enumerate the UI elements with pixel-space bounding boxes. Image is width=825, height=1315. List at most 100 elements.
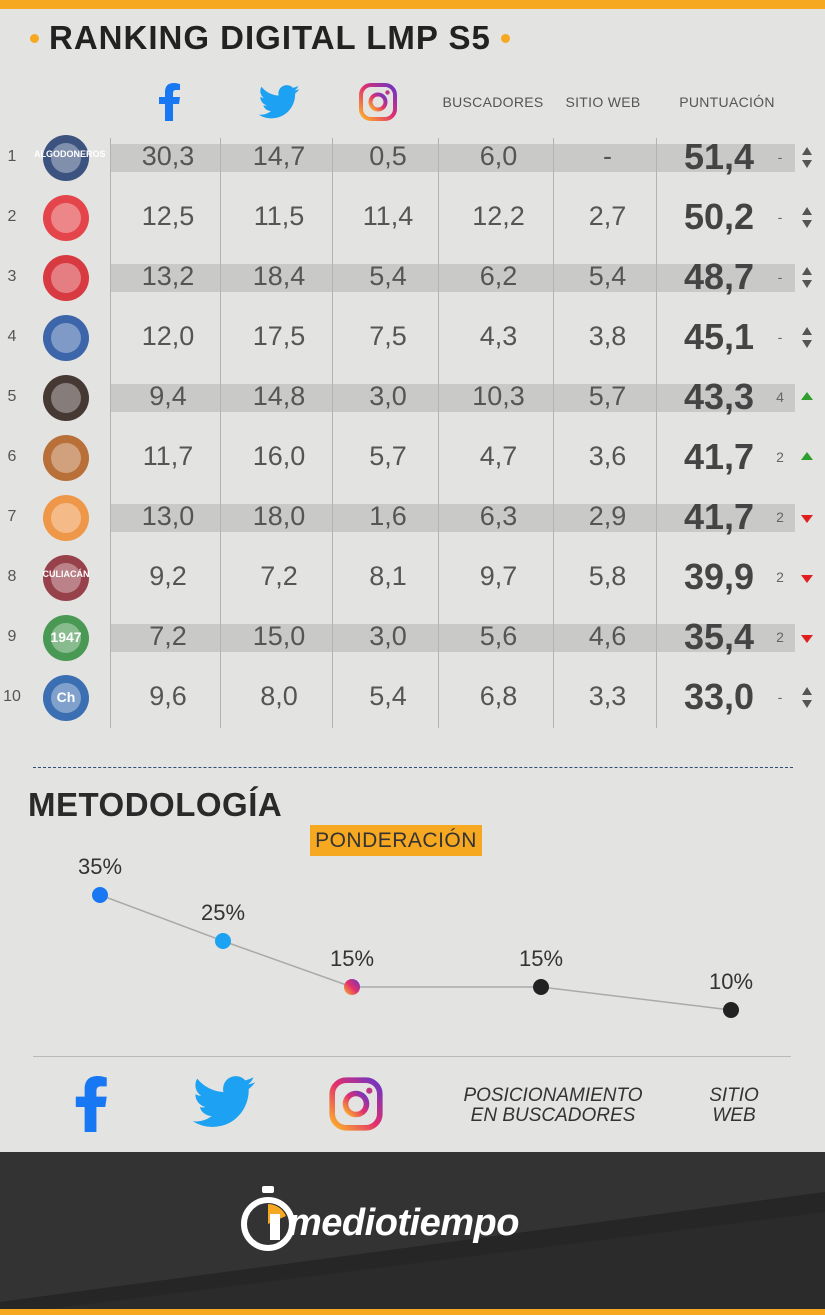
cell-twitter: 17,5 (252, 321, 306, 351)
cell-facebook: 11,7 (142, 441, 194, 471)
header-puntuacion: PUNTUACIÓN (679, 94, 775, 110)
trend-down-icon (798, 623, 816, 653)
cell-instagram: 3,0 (369, 381, 407, 411)
team-logo-icon (43, 435, 89, 481)
page-title: RANKING DIGITAL LMP S5 (30, 18, 510, 58)
cell-facebook: 9,2 (149, 561, 187, 591)
trend-same-icon (798, 683, 816, 713)
twitter-icon (192, 1076, 256, 1127)
team-logo (38, 493, 94, 543)
team-logo (38, 433, 94, 483)
weighting-point (344, 979, 360, 995)
column-divider (553, 138, 554, 728)
team-logo (38, 193, 94, 243)
cell-twitter: 15,0 (252, 621, 306, 651)
trend-up-icon (798, 383, 816, 413)
score-value: 45,1 (683, 316, 755, 357)
team-logo: Ch (38, 673, 94, 723)
header-sitio-web: SITIO WEB (565, 94, 641, 110)
column-divider (110, 138, 111, 728)
weighting-point (92, 887, 108, 903)
row-rank: 8 (7, 568, 17, 585)
position-change: - (777, 209, 783, 225)
row-rank: 1 (7, 148, 17, 165)
cell-instagram: 11,4 (362, 201, 414, 231)
score-value: 48,7 (683, 256, 755, 297)
cell-buscadores: 10,3 (472, 381, 525, 411)
team-logo: ALGODONEROS (34, 133, 106, 183)
cell-instagram: 7,5 (369, 321, 407, 351)
legend-buscadores-line1: POSICIONAMIENTO (463, 1085, 643, 1106)
trend-down-icon (798, 503, 816, 533)
page-title-text: RANKING DIGITAL LMP S5 (49, 19, 491, 56)
cell-twitter: 18,0 (252, 501, 306, 531)
cell-instagram: 1,6 (369, 501, 407, 531)
score-value: 35,4 (683, 616, 755, 657)
column-divider (438, 138, 439, 728)
header-facebook (145, 80, 195, 124)
cell-facebook: 30,3 (141, 141, 195, 171)
cell-sitio-web: 5,4 (588, 261, 627, 291)
team-logo-text: ALGODONEROS (34, 149, 106, 159)
cell-sitio-web: 5,7 (588, 381, 627, 411)
trend-same-icon (798, 263, 816, 293)
trend-same-icon (798, 323, 816, 353)
row-stripe (110, 384, 795, 412)
team-logo-icon (43, 315, 89, 361)
score-value: 41,7 (683, 496, 755, 537)
team-logo: 1947 (38, 613, 94, 663)
position-change: 2 (776, 569, 784, 585)
trend-down-icon (798, 563, 816, 593)
row-rank: 5 (7, 388, 17, 405)
cell-instagram: 8,1 (369, 561, 407, 591)
team-logo (38, 253, 94, 303)
column-divider (656, 138, 657, 728)
score-value: 43,3 (683, 376, 755, 417)
team-logo-icon (43, 255, 89, 301)
ponderacion-badge: PONDERACIÓN (310, 825, 482, 856)
footer-accent-bar (0, 1309, 825, 1315)
cell-buscadores: 6,2 (479, 261, 518, 291)
cell-twitter: 8,0 (260, 681, 298, 711)
team-logo-icon (43, 135, 89, 181)
team-logo (38, 313, 94, 363)
team-logo (38, 373, 94, 423)
row-stripe (110, 624, 795, 652)
cell-facebook: 9,4 (149, 381, 187, 411)
position-change: - (777, 329, 783, 345)
facebook-icon (75, 1076, 107, 1132)
cell-instagram: 5,4 (369, 261, 407, 291)
row-rank: 4 (7, 328, 17, 345)
cell-instagram: 5,7 (369, 441, 407, 471)
cell-twitter: 14,8 (252, 381, 306, 411)
legend-sitio-web-line1: SITIO (709, 1085, 759, 1106)
cell-sitio-web: 2,9 (588, 501, 627, 531)
cell-twitter: 7,2 (260, 561, 298, 591)
position-change: 4 (776, 389, 784, 405)
cell-buscadores: 4,7 (479, 441, 518, 471)
cell-twitter: 11,5 (253, 201, 305, 231)
cell-sitio-web: 5,8 (588, 561, 627, 591)
cell-instagram: 3,0 (369, 621, 407, 651)
footer: mediotiempo (0, 1152, 825, 1315)
cell-buscadores: 12,2 (472, 201, 525, 231)
cell-sitio-web: 4,6 (588, 621, 627, 651)
score-value: 41,7 (683, 436, 755, 477)
row-rank: 2 (7, 208, 17, 225)
team-logo: CULIACÁN (38, 553, 94, 603)
cell-sitio-web: 3,8 (588, 321, 627, 351)
team-logo-text: Ch (56, 689, 76, 705)
cell-sitio-web: 2,7 (588, 201, 627, 231)
position-change: 2 (776, 509, 784, 525)
column-divider (220, 138, 221, 728)
stopwatch-logo-icon (241, 1186, 295, 1251)
cell-facebook: 13,2 (141, 261, 195, 291)
score-value: 50,2 (683, 196, 755, 237)
row-rank: 7 (7, 508, 17, 525)
cell-buscadores: 4,3 (479, 321, 518, 351)
position-change: 2 (776, 629, 784, 645)
team-logo-icon (43, 495, 89, 541)
row-stripe (110, 504, 795, 532)
weighting-label: 15% (330, 946, 374, 971)
trend-same-icon (798, 203, 816, 233)
